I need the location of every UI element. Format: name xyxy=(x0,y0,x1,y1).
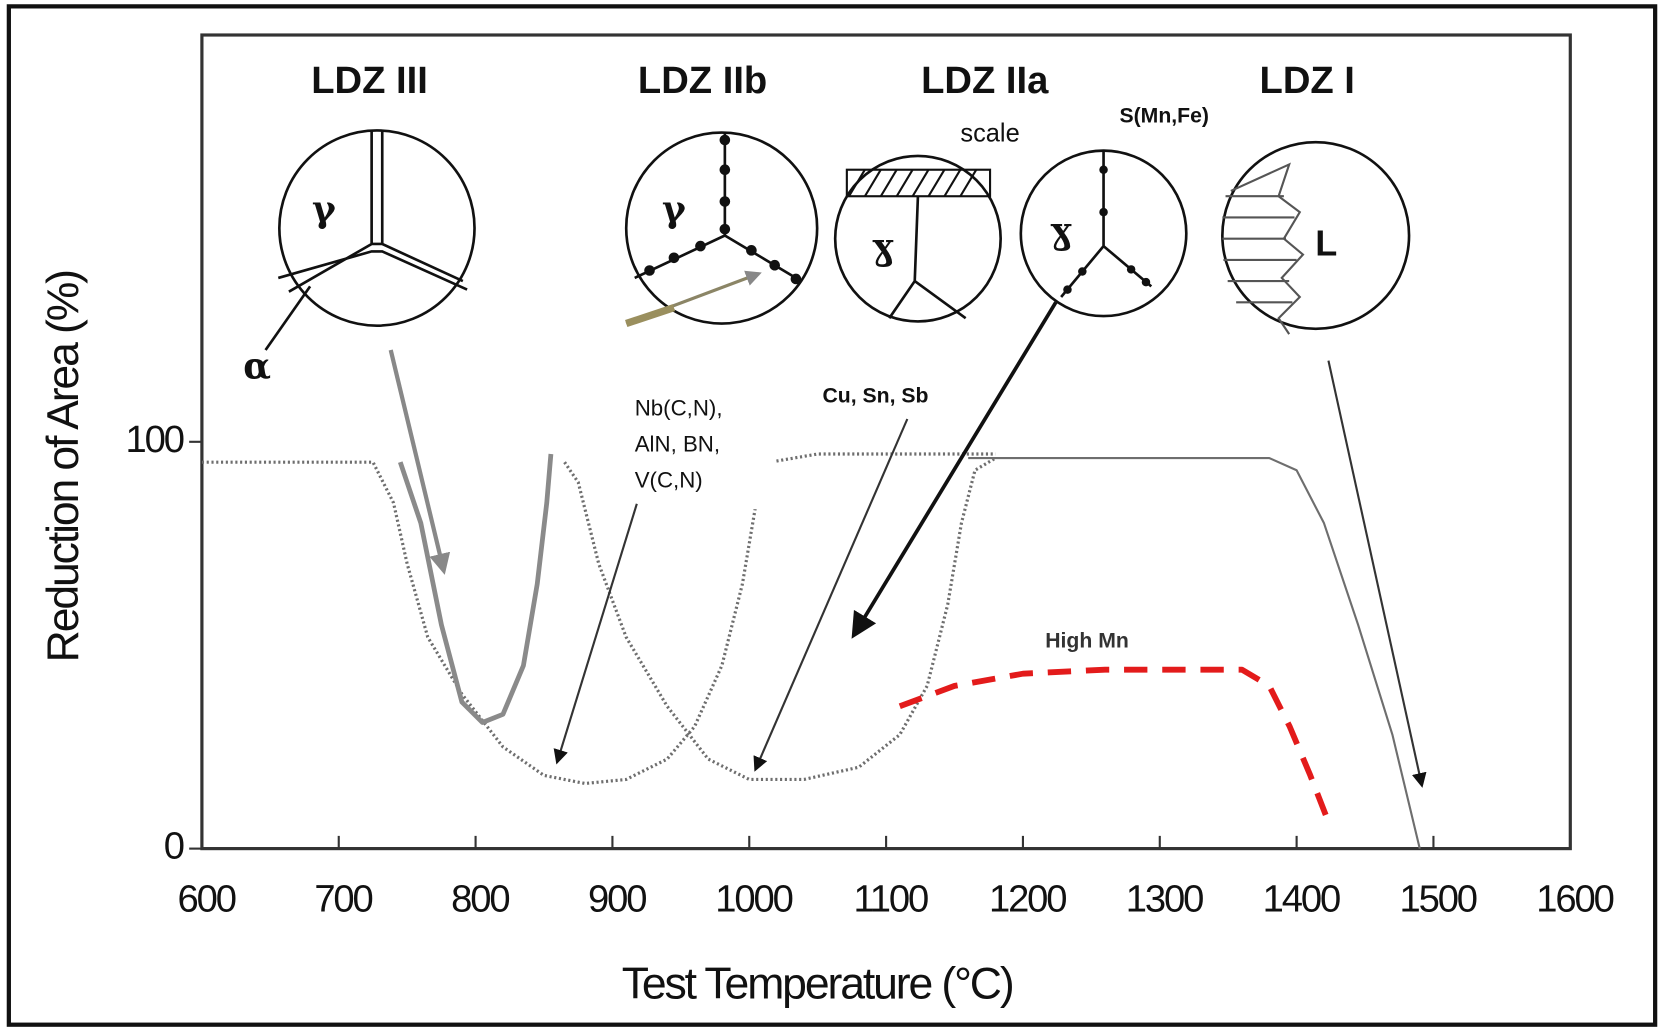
zone-label: LDZ III xyxy=(311,59,428,102)
arrow xyxy=(753,418,909,772)
y-tick-label: 0 xyxy=(164,825,184,868)
note: scale xyxy=(960,119,1019,147)
note: S(Mn,Fe) xyxy=(1119,104,1209,127)
series-label: High Mn xyxy=(1045,629,1129,652)
arrow xyxy=(1327,360,1427,788)
x-tick-label: 1600 xyxy=(1536,878,1613,921)
arrow xyxy=(388,349,451,575)
note: Cu, Sn, Sb xyxy=(822,384,928,407)
x-axis-title: Test Temperature (°C) xyxy=(622,959,1013,1008)
diagram-ldz-iii xyxy=(264,129,476,351)
diagram-ldz-i xyxy=(1221,140,1411,335)
diagram-ldz-iia-scale xyxy=(833,154,1002,323)
diagram-ldz-iia-sulfide xyxy=(1019,149,1188,318)
y-axis-title: Reduction of Area (%) xyxy=(39,271,88,663)
precipitate-label: AlN, BN, xyxy=(635,431,720,456)
zone-label: LDZ I xyxy=(1260,59,1355,102)
phase-label: α xyxy=(243,345,271,388)
precipitate-label: V(C,N) xyxy=(635,467,703,492)
outer-border xyxy=(6,4,1658,1027)
phase-label: γ xyxy=(312,188,336,231)
arrow xyxy=(851,301,1058,639)
axes: 600 700 800 900 1000 1100 1200 1300 1400 1500 1600… xyxy=(125,418,1615,921)
precipitate-label: Nb(C,N), xyxy=(635,395,723,420)
x-tick-label: 1100 xyxy=(854,878,928,921)
zone-label: LDZ IIa xyxy=(921,59,1049,102)
zone-label: LDZ IIb xyxy=(638,59,767,102)
arrow xyxy=(553,503,638,765)
x-tick-label: 1500 xyxy=(1399,878,1476,921)
x-tick-label: 800 xyxy=(451,878,509,921)
phase-label: L xyxy=(1315,223,1337,264)
curve xyxy=(563,456,997,782)
y-tick-label: 100 xyxy=(125,418,183,461)
x-tick-label: 600 xyxy=(177,878,235,921)
x-tick-label: 900 xyxy=(588,878,646,921)
x-tick-label: 1400 xyxy=(1263,878,1340,921)
diagram-ldz-iib xyxy=(624,131,819,328)
phase-label: ɣ xyxy=(872,225,894,268)
curve xyxy=(968,456,1421,849)
phase-label: γ xyxy=(662,188,686,231)
x-tick-label: 1200 xyxy=(989,878,1066,921)
x-tick-label: 700 xyxy=(314,878,372,921)
phase-label: ɣ xyxy=(1050,209,1072,252)
x-tick-label: 1300 xyxy=(1126,878,1203,921)
x-tick-label: 1000 xyxy=(715,878,792,921)
curve xyxy=(898,666,1334,830)
label-box xyxy=(626,350,775,510)
